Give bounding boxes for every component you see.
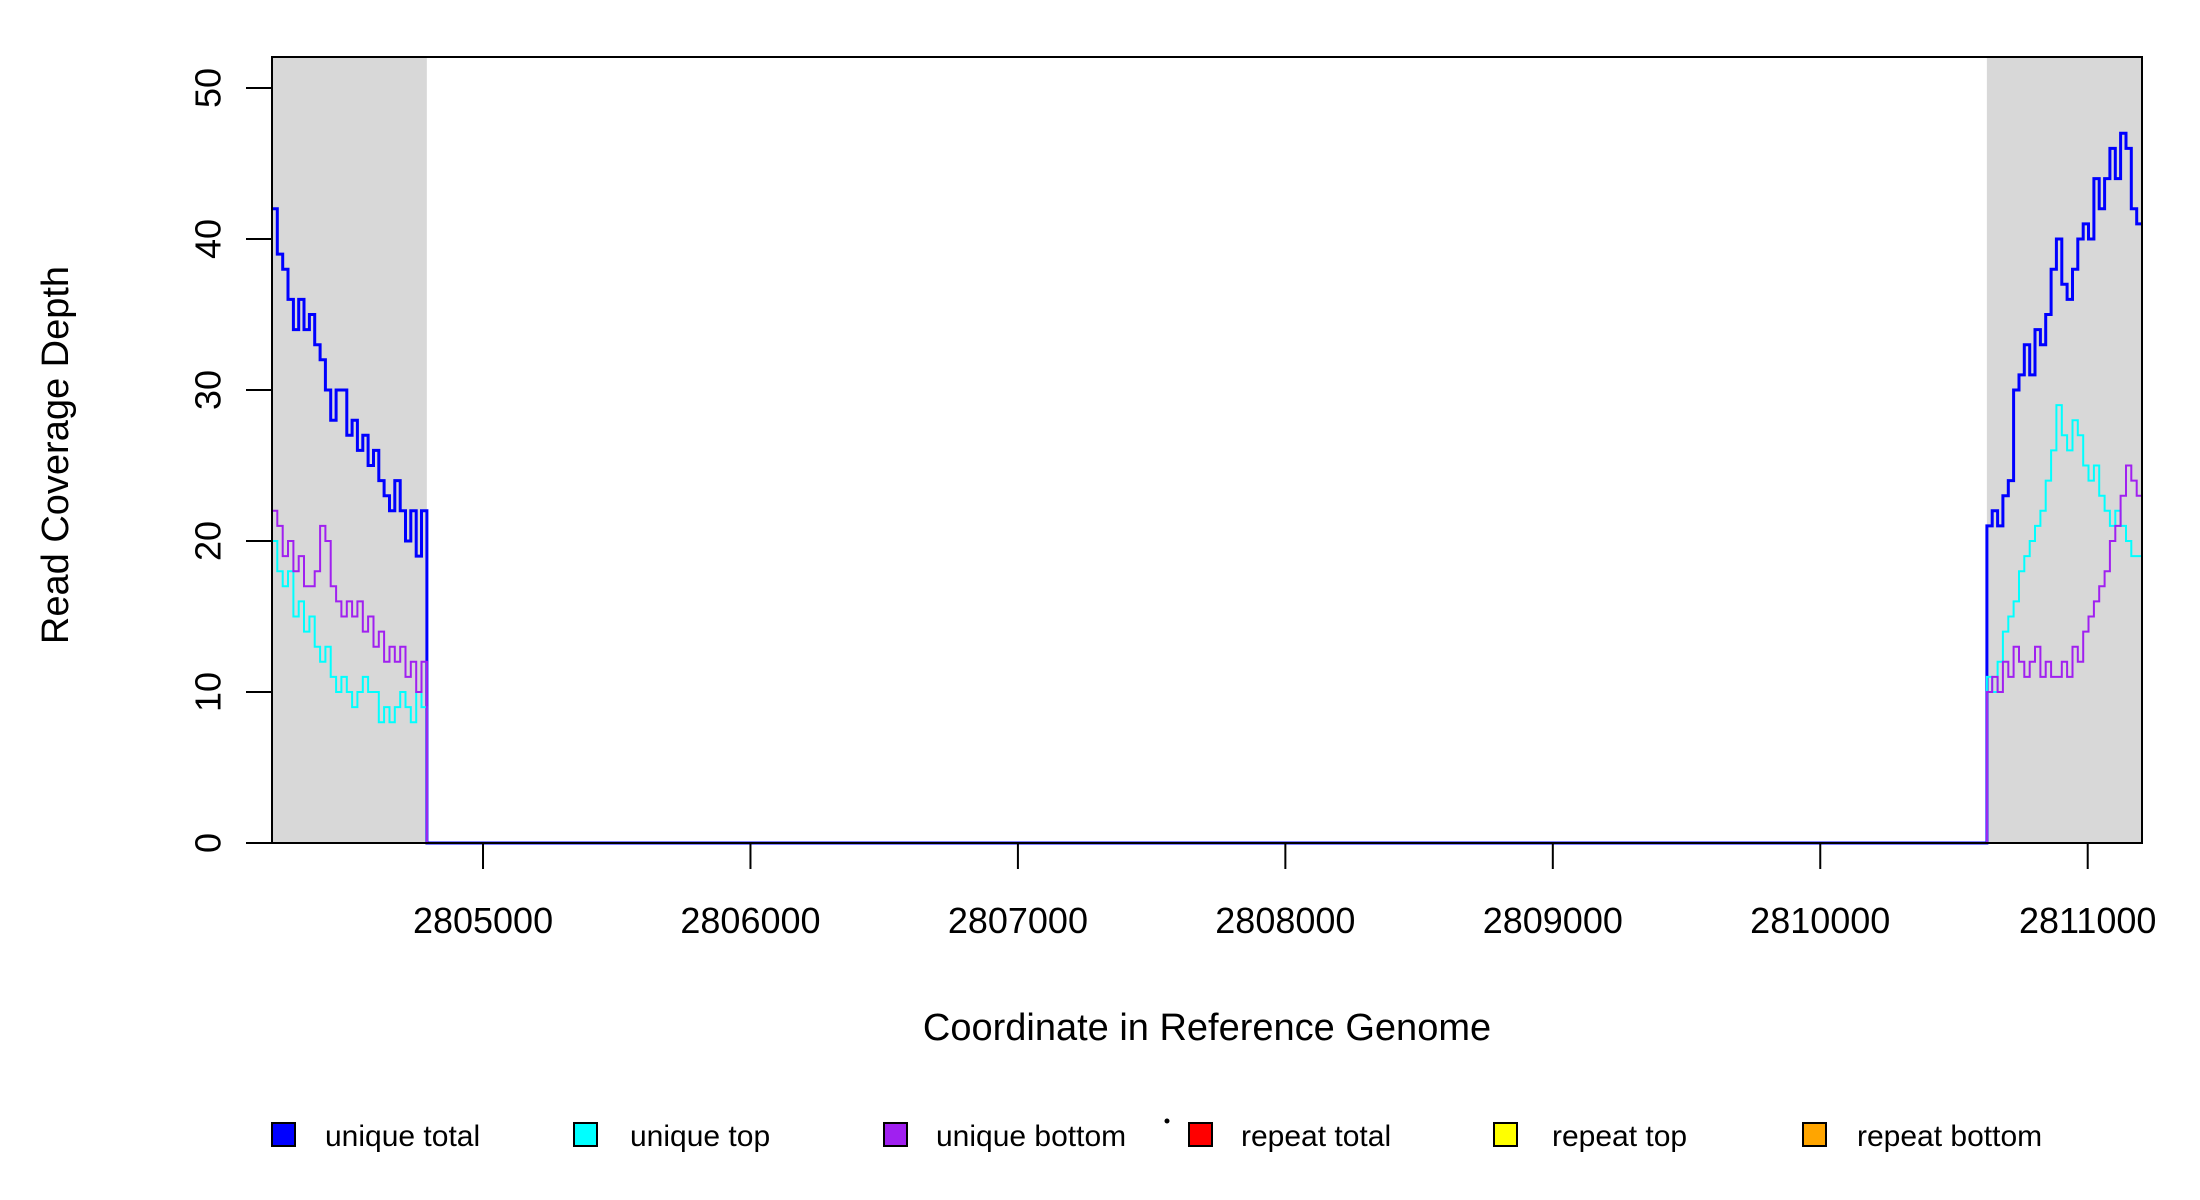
x-axis-title: Coordinate in Reference Genome [923,1007,1491,1049]
legend-swatch-unique-bottom [883,1122,908,1147]
shaded-regions [272,57,2142,843]
y-tick-label: 0 [188,833,229,853]
series-lines [272,131,2142,845]
legend-swatch-unique-total [271,1122,296,1147]
legend-label-repeat-total: repeat total [1241,1120,1391,1153]
x-tick-label: 2805000 [413,900,553,941]
legend-swatch-repeat-top [1493,1122,1518,1147]
y-tick-label: 10 [188,672,229,712]
legend-label-repeat-bottom: repeat bottom [1857,1120,2042,1153]
x-axis: 2805000 2806000 2807000 2808000 2809000 28100… [413,844,2156,941]
series-line-unique-bottom [272,464,2142,844]
y-tick-label: 40 [188,219,229,259]
x-tick-label: 2811000 [2019,900,2156,941]
legend-swatch-unique-top [573,1122,598,1147]
y-tick-label: 20 [188,521,229,561]
x-tick-label: 2807000 [948,900,1088,941]
x-tick-label: 2808000 [1215,900,1355,941]
shaded-region-left-flank [272,57,427,843]
y-axis: 0 10 20 30 40 50 [188,68,271,853]
x-tick-label: 2809000 [1483,900,1623,941]
legend-label-unique-total: unique total [325,1120,480,1153]
legend-label-unique-top: unique top [630,1120,770,1153]
series-line-unique-top [272,404,2142,844]
legend-label-repeat-top: repeat top [1552,1120,1687,1153]
legend-swatch-repeat-bottom [1802,1122,1827,1147]
series-line-unique-total [272,131,2142,845]
stray-dot [1164,1118,1170,1124]
x-tick-label: 2810000 [1750,900,1890,941]
legend-label-unique-bottom: unique bottom [936,1120,1126,1153]
y-axis-title: Read Coverage Depth [35,266,77,644]
legend: unique total unique top unique bottom repea… [271,1120,2042,1153]
y-tick-label: 30 [188,370,229,410]
shaded-region-right-flank [1986,57,2142,843]
legend-swatch-repeat-total [1188,1122,1213,1147]
y-tick-label: 50 [188,68,229,108]
plot-box [271,56,2143,844]
x-tick-label: 2806000 [680,900,820,941]
